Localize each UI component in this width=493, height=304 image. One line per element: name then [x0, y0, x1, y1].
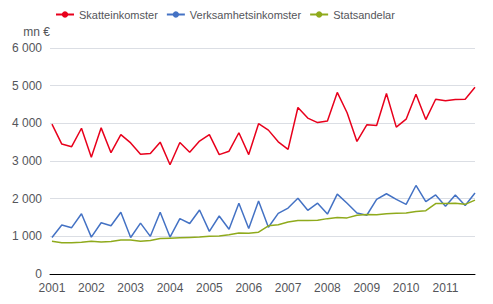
svg-text:mn €: mn € [23, 25, 50, 39]
svg-text:2006: 2006 [235, 281, 262, 295]
svg-text:2009: 2009 [353, 281, 380, 295]
svg-text:Statsandelar: Statsandelar [333, 9, 395, 21]
svg-text:2001: 2001 [39, 281, 66, 295]
svg-text:2011: 2011 [433, 281, 459, 295]
svg-text:1 000: 1 000 [12, 229, 42, 243]
svg-text:2 000: 2 000 [12, 192, 42, 206]
svg-text:2005: 2005 [196, 281, 223, 295]
svg-text:4 000: 4 000 [12, 116, 42, 130]
svg-text:Verksamhetsinkomster: Verksamhetsinkomster [190, 9, 302, 21]
svg-text:5 000: 5 000 [12, 79, 42, 93]
svg-text:6 000: 6 000 [12, 41, 42, 55]
svg-text:2008: 2008 [314, 281, 341, 295]
svg-text:Skatteinkomster: Skatteinkomster [79, 9, 158, 21]
svg-text:2007: 2007 [275, 281, 302, 295]
svg-text:2004: 2004 [157, 281, 184, 295]
svg-text:3 000: 3 000 [12, 154, 42, 168]
svg-text:2003: 2003 [117, 281, 144, 295]
svg-text:2002: 2002 [78, 281, 105, 295]
svg-text:2010: 2010 [393, 281, 420, 295]
svg-text:0: 0 [35, 267, 42, 281]
